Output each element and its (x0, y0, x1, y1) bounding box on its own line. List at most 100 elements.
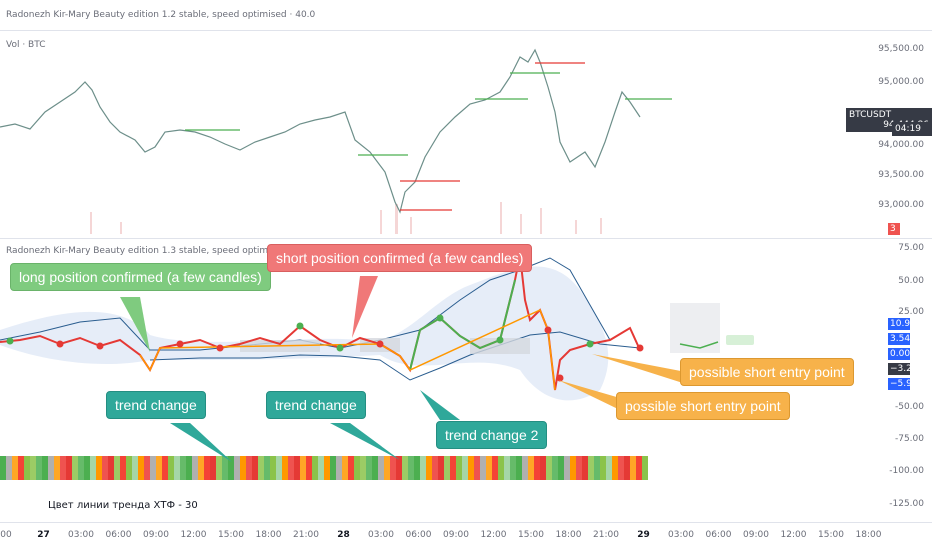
heat-cell (510, 456, 516, 480)
volume-label[interactable]: Vol · BTC (6, 40, 46, 50)
heat-cell (264, 456, 270, 480)
time-axis-label: 27 (37, 530, 50, 540)
heat-cell (258, 456, 264, 480)
heat-cell (606, 456, 612, 480)
heat-cell (618, 456, 624, 480)
signal-dots (6, 314, 644, 382)
heat-cell (624, 456, 630, 480)
price-line (0, 48, 641, 214)
osc-axis-6: -125.00 (889, 499, 924, 509)
time-axis-label: 18:00 (855, 530, 882, 540)
heat-cell (378, 456, 384, 480)
osc-badge-3: −3.26 (888, 363, 918, 375)
price-axis-4: 93,000.00 (878, 200, 924, 210)
projection-line (679, 341, 719, 349)
heat-cell (90, 456, 96, 480)
heat-cell (402, 456, 408, 480)
heat-cell (48, 456, 54, 480)
heat-cell (438, 456, 444, 480)
trend-change-callout-3[interactable]: trend change 2 (436, 421, 548, 449)
oscillator-title[interactable]: Radonezh Kir-Mary Beauty edition 1.3 sta… (6, 246, 316, 256)
osc-badge-0: 10.93 (888, 318, 916, 330)
heat-cell (522, 456, 528, 480)
heat-cell (102, 456, 108, 480)
heat-cell (636, 456, 642, 480)
volume-badge: 3 (888, 223, 900, 235)
heat-cell (534, 456, 540, 480)
time-axis-label: 00 (0, 530, 12, 540)
heat-cell (42, 456, 48, 480)
htf-trend-label: Цвет линии тренда ХТФ - 30 (48, 500, 198, 511)
short-confirmed-callout[interactable]: short position confirmed (a few candles) (267, 244, 533, 272)
heat-cell (582, 456, 588, 480)
heat-cell (372, 456, 378, 480)
time-axis-label: 09:00 (743, 530, 769, 540)
heat-cell (420, 456, 426, 480)
time-axis-label: 06:00 (705, 530, 732, 540)
time-axis-label: 18:00 (255, 530, 282, 540)
heat-cell (210, 456, 216, 480)
heat-cell (588, 456, 594, 480)
heat-cell (192, 456, 198, 480)
heat-cell (36, 456, 42, 480)
heat-cell (126, 456, 132, 480)
osc-axis-2: 25.00 (898, 307, 924, 317)
heat-cell (504, 456, 510, 480)
oscillator-chart[interactable] (0, 240, 880, 490)
short-entry-callout-2[interactable]: possible short entry point (616, 392, 790, 420)
time-axis-label: 09:00 (443, 530, 469, 540)
heat-cell (294, 456, 300, 480)
heat-cell (6, 456, 12, 480)
heat-cell (600, 456, 606, 480)
price-chart[interactable] (0, 32, 880, 237)
heat-cell (396, 456, 402, 480)
heat-cell (252, 456, 258, 480)
projection-tag (726, 335, 754, 345)
trend-change-callout-1[interactable]: trend change (106, 391, 206, 419)
time-axis-label: 15:00 (218, 530, 244, 540)
band-area (0, 266, 609, 401)
time-axis-label: 03:00 (368, 530, 394, 540)
mid-divider (0, 238, 932, 239)
heat-cell (540, 456, 546, 480)
osc-axis-5: -100.00 (889, 466, 924, 476)
heat-cell (390, 456, 396, 480)
heat-strip (0, 456, 648, 480)
short-entry-callout-1[interactable]: possible short entry point (680, 358, 854, 386)
heat-cell (144, 456, 150, 480)
heat-cell (222, 456, 228, 480)
time-axis-label: 21:00 (293, 530, 319, 540)
time-axis-label: 15:00 (818, 530, 844, 540)
oscillator-orange (139, 308, 556, 391)
time-axis-label: 15:00 (518, 530, 544, 540)
long-confirmed-callout[interactable]: long position confirmed (a few candles) (10, 263, 271, 291)
heat-cell (96, 456, 102, 480)
heat-cell (30, 456, 36, 480)
heat-cell (60, 456, 66, 480)
time-axis-label: 09:00 (143, 530, 169, 540)
heat-cell (570, 456, 576, 480)
price-axis-1: 95,000.00 (878, 77, 924, 87)
top-indicator-title[interactable]: Radonezh Kir-Mary Beauty edition 1.2 sta… (6, 10, 316, 20)
heat-cell (54, 456, 60, 480)
heat-cell (432, 456, 438, 480)
osc-badge-4: −5.94 (888, 378, 918, 390)
time-axis-label: 06:00 (105, 530, 132, 540)
heat-cell (462, 456, 468, 480)
heat-cell (468, 456, 474, 480)
price-axis-0: 95,500.00 (878, 44, 924, 54)
heat-cell (354, 456, 360, 480)
heat-cell (72, 456, 78, 480)
osc-badge-1: 3.54 (888, 333, 911, 345)
green-levels (185, 72, 672, 156)
heat-cell (228, 456, 234, 480)
heat-cell (78, 456, 84, 480)
time-axis-label: 21:00 (593, 530, 619, 540)
heat-cell (492, 456, 498, 480)
heat-cell (312, 456, 318, 480)
heat-cell (528, 456, 534, 480)
heat-cell (240, 456, 246, 480)
trend-change-callout-2[interactable]: trend change (266, 391, 366, 419)
heat-cell (474, 456, 480, 480)
callout-pointers (120, 276, 686, 462)
